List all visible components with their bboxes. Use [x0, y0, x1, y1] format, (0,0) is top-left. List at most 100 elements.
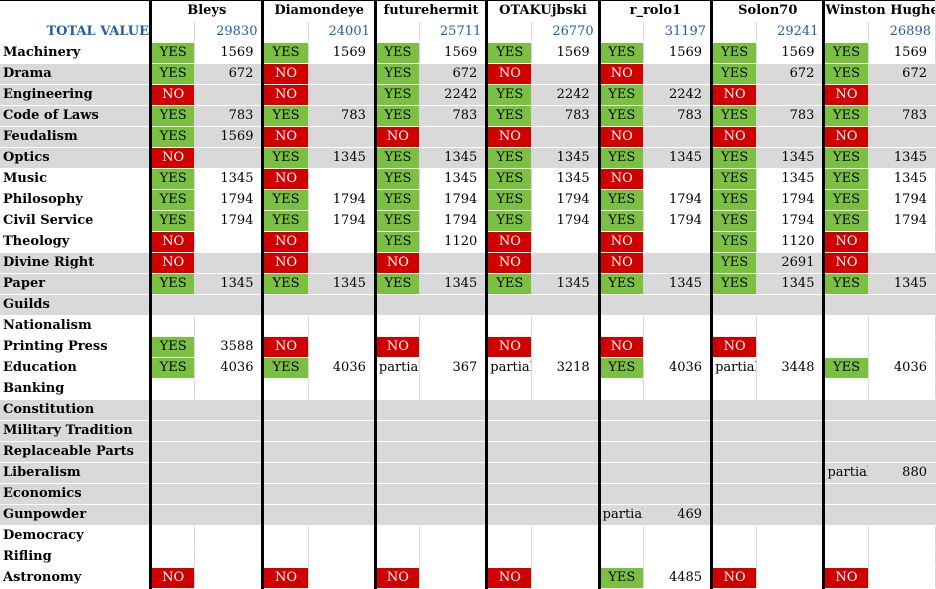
- value-cell: 1569: [756, 42, 825, 64]
- status-cell-partial: partial: [822, 462, 869, 484]
- value-cell: 4036: [643, 357, 713, 379]
- value-cell: 1794: [531, 189, 600, 211]
- status-cell-no: NO: [485, 63, 533, 85]
- status-cell-partial: partial: [710, 357, 758, 379]
- status-cell-empty: [597, 315, 644, 337]
- status-cell-yes: YES: [373, 84, 421, 106]
- total-value-cell: 25711: [419, 21, 488, 43]
- value-cell: 1794: [643, 210, 713, 232]
- status-cell-yes: YES: [373, 42, 421, 64]
- value-cell: [868, 483, 936, 505]
- value-cell: 3218: [531, 357, 600, 379]
- value-cell: 1345: [308, 147, 376, 169]
- status-cell-yes: YES: [149, 210, 196, 232]
- status-cell-yes: YES: [822, 63, 869, 85]
- value-cell: 672: [756, 63, 825, 85]
- status-cell-empty: [822, 336, 869, 358]
- status-cell-yes: YES: [485, 273, 533, 295]
- status-cell-empty: [149, 399, 196, 421]
- value-cell: [643, 231, 713, 253]
- value-cell: [643, 168, 713, 190]
- value-cell: [194, 567, 264, 589]
- value-cell: 1345: [643, 273, 713, 295]
- status-cell-yes: YES: [710, 147, 758, 169]
- value-cell: [643, 378, 713, 400]
- status-cell-empty: [261, 378, 309, 400]
- tech-name: Education: [0, 357, 152, 379]
- tech-name: Guilds: [0, 294, 152, 316]
- value-cell: [308, 252, 376, 274]
- status-cell-empty: [373, 378, 421, 400]
- status-cell-empty: [485, 546, 533, 568]
- status-cell-yes: YES: [485, 189, 533, 211]
- value-cell: [419, 399, 488, 421]
- value-cell: 4036: [194, 357, 264, 379]
- status-cell-empty: [710, 399, 758, 421]
- status-cell-empty: [710, 420, 758, 442]
- status-cell-no: NO: [485, 252, 533, 274]
- status-cell-empty: [261, 483, 309, 505]
- status-cell-empty: [597, 378, 644, 400]
- status-cell-no: NO: [485, 336, 533, 358]
- status-cell-empty: [822, 483, 869, 505]
- status-cell-yes: YES: [822, 105, 869, 127]
- status-cell-empty: [261, 525, 309, 547]
- status-cell-no: NO: [373, 336, 421, 358]
- value-cell: [419, 378, 488, 400]
- value-cell: [531, 336, 600, 358]
- status-cell-yes: YES: [261, 189, 309, 211]
- total-value-cell: 29830: [194, 21, 264, 43]
- value-cell: [308, 504, 376, 526]
- status-cell-empty: [597, 462, 644, 484]
- status-cell-yes: YES: [373, 189, 421, 211]
- value-cell: 1794: [643, 189, 713, 211]
- value-cell: [868, 399, 936, 421]
- value-cell: 1569: [194, 126, 264, 148]
- status-cell-no: NO: [261, 168, 309, 190]
- tech-name: Code of Laws: [0, 105, 152, 127]
- status-cell-empty: [822, 546, 869, 568]
- tech-name: Machinery: [0, 42, 152, 64]
- tech-row: Code of Laws YES 783 YES 783 YES 783 YES 783 YES 7…: [0, 105, 936, 127]
- status-cell-empty: [597, 441, 644, 463]
- value-cell: [531, 420, 600, 442]
- status-cell-no: NO: [597, 252, 644, 274]
- value-cell: [756, 315, 825, 337]
- value-cell: 2242: [419, 84, 488, 106]
- status-cell-yes: YES: [710, 168, 758, 190]
- status-cell-yes: YES: [710, 210, 758, 232]
- value-cell: [756, 462, 825, 484]
- status-cell-empty: [373, 546, 421, 568]
- status-cell-yes: YES: [597, 189, 644, 211]
- value-cell: [868, 378, 936, 400]
- status-cell-no: NO: [373, 252, 421, 274]
- value-cell: [643, 126, 713, 148]
- value-cell: 4036: [308, 357, 376, 379]
- tech-name: Theology: [0, 231, 152, 253]
- status-cell-empty: [149, 546, 196, 568]
- value-cell: [308, 441, 376, 463]
- total-spacer: [822, 21, 869, 43]
- value-cell: [419, 420, 488, 442]
- status-cell-empty: [597, 294, 644, 316]
- status-cell-no: NO: [485, 231, 533, 253]
- status-cell-empty: [373, 399, 421, 421]
- tech-row: Guilds: [0, 294, 936, 316]
- total-spacer: [485, 21, 533, 43]
- value-cell: 1794: [531, 210, 600, 232]
- status-cell-empty: [373, 525, 421, 547]
- tech-row: Replaceable Parts: [0, 441, 936, 463]
- status-cell-empty: [485, 441, 533, 463]
- value-cell: 1345: [531, 273, 600, 295]
- status-cell-no: NO: [149, 231, 196, 253]
- value-cell: [643, 546, 713, 568]
- tech-row: Education YES 4036 YES 4036 partial 367 partial…: [0, 357, 936, 379]
- status-cell-yes: YES: [822, 357, 869, 379]
- value-cell: 1794: [756, 210, 825, 232]
- value-cell: [868, 126, 936, 148]
- status-cell-yes: YES: [597, 210, 644, 232]
- status-cell-empty: [485, 294, 533, 316]
- value-cell: [531, 315, 600, 337]
- status-cell-no: NO: [822, 84, 869, 106]
- status-cell-no: NO: [710, 84, 758, 106]
